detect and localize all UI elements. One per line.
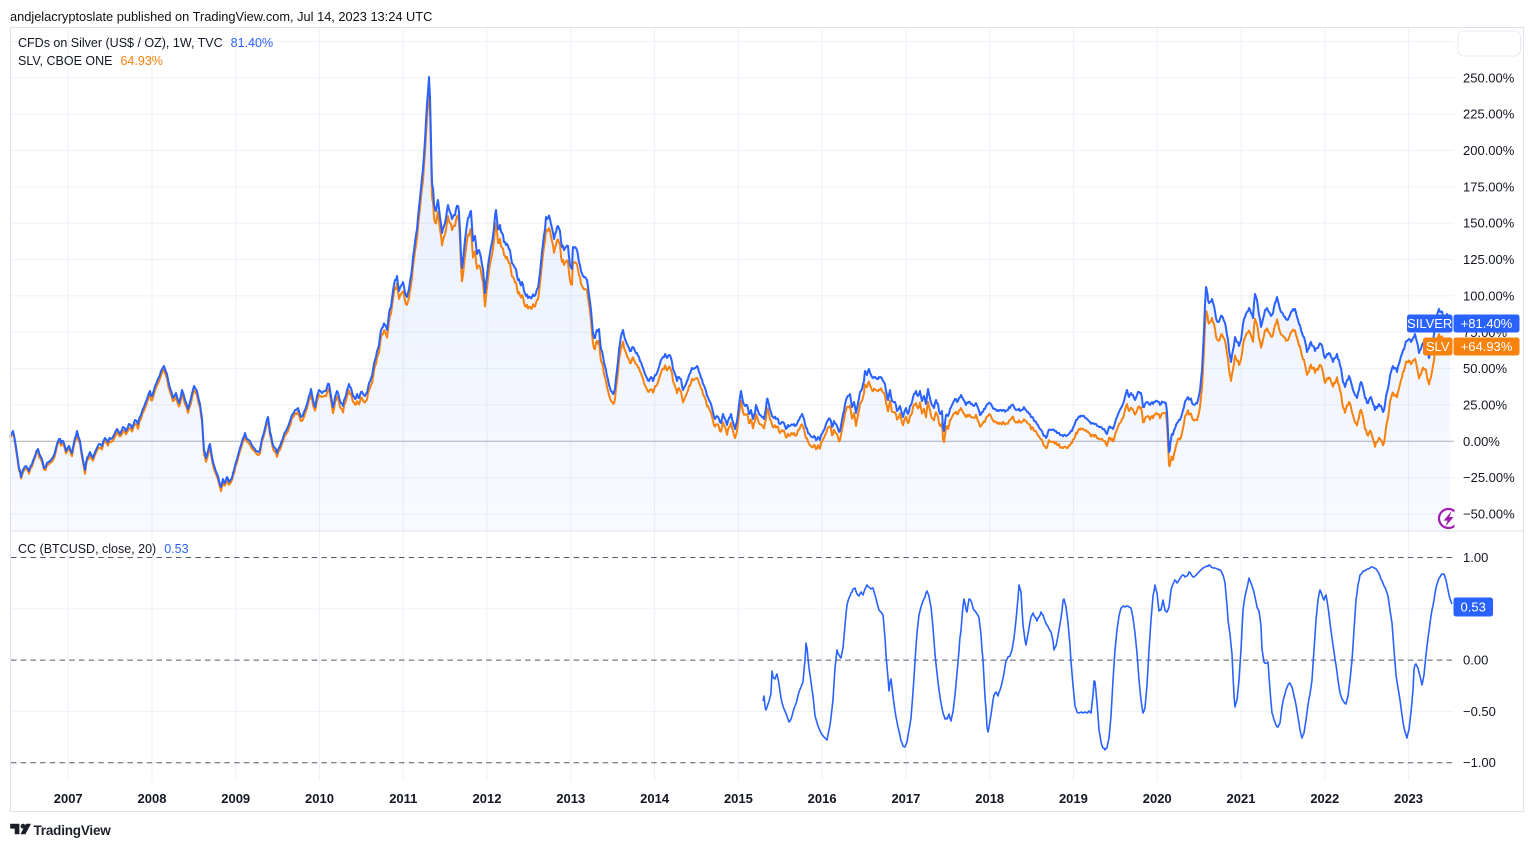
svg-text:+64.93%: +64.93% [1461,339,1513,354]
svg-text:125.00%: 125.00% [1463,252,1515,267]
svg-text:−0.50: −0.50 [1463,704,1496,719]
svg-text:2015: 2015 [724,791,753,806]
svg-text:2014: 2014 [640,791,670,806]
svg-text:2011: 2011 [389,791,417,806]
svg-text:0.00: 0.00 [1463,653,1488,668]
svg-text:200.00%: 200.00% [1463,143,1515,158]
svg-text:150.00%: 150.00% [1463,216,1515,231]
svg-text:250.00%: 250.00% [1463,70,1515,85]
svg-text:−1.00: −1.00 [1463,755,1496,770]
svg-text:SILVER: SILVER [1407,316,1452,331]
svg-text:2012: 2012 [473,791,502,806]
svg-text:2019: 2019 [1059,791,1088,806]
svg-text:100.00%: 100.00% [1463,288,1515,303]
svg-text:2020: 2020 [1143,791,1172,806]
svg-text:2010: 2010 [305,791,334,806]
svg-text:2013: 2013 [556,791,585,806]
svg-text:0.53: 0.53 [1461,599,1486,614]
svg-text:175.00%: 175.00% [1463,179,1515,194]
svg-text:2007: 2007 [54,791,83,806]
svg-text:50.00%: 50.00% [1463,361,1508,376]
svg-text:1.00: 1.00 [1463,550,1488,565]
svg-text:225.00%: 225.00% [1463,107,1515,122]
svg-text:2009: 2009 [221,791,250,806]
svg-text:SLV: SLV [1426,339,1450,354]
svg-text:2018: 2018 [975,791,1004,806]
svg-text:2017: 2017 [891,791,920,806]
svg-text:2022: 2022 [1310,791,1339,806]
svg-text:25.00%: 25.00% [1463,397,1508,412]
svg-text:+81.40%: +81.40% [1461,316,1513,331]
svg-text:−25.00%: −25.00% [1463,470,1515,485]
svg-text:0.00%: 0.00% [1463,434,1500,449]
svg-text:2008: 2008 [138,791,167,806]
svg-text:−50.00%: −50.00% [1463,507,1515,522]
svg-text:2023: 2023 [1394,791,1423,806]
svg-text:2016: 2016 [808,791,837,806]
svg-text:2021: 2021 [1227,791,1256,806]
